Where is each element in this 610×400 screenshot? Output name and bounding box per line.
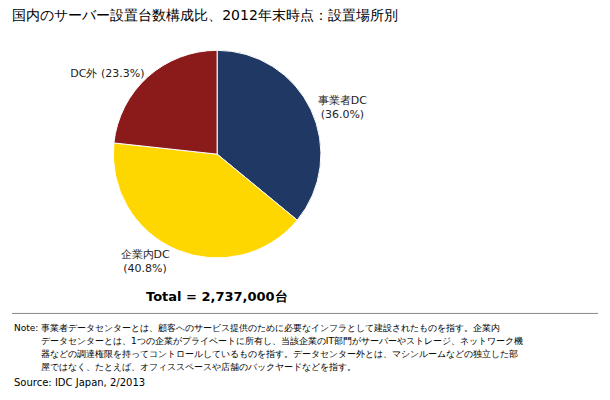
svg-text:Total = 2,737,000台: Total = 2,737,000台: [146, 289, 288, 304]
svg-text:Source: IDC Japan, 2/2013: Source: IDC Japan, 2/2013: [14, 377, 145, 388]
svg-text:器などの調達権限を持ってコントロールしているものを指す。デー: 器などの調達権限を持ってコントロールしているものを指す。データセンター外とは、マ…: [14, 349, 518, 359]
svg-text:屋ではなく、たとえば、オフィススペースや店舗のバックヤードな: 屋ではなく、たとえば、オフィススペースや店舗のバックヤードなどを指す。: [14, 362, 356, 372]
svg-text:DC外 (23.3%): DC外 (23.3%): [70, 67, 144, 80]
svg-text:Note: 事業者データセンターとは、顧客へのサービス提供の: Note: 事業者データセンターとは、顧客へのサービス提供のために必要なインフラ…: [14, 323, 500, 333]
svg-text:事業者DC(36.0%): 事業者DC(36.0%): [318, 94, 367, 121]
svg-text:国内のサーバー設置台数構成比、2012年末時点：設置場所別: 国内のサーバー設置台数構成比、2012年末時点：設置場所別: [12, 7, 398, 23]
svg-text:データセンターとは、1つの企業がプライベートに所有し、当該企: データセンターとは、1つの企業がプライベートに所有し、当該企業のIT部門がサーバ…: [14, 336, 523, 346]
svg-text:企業内DC(40.8%): 企業内DC(40.8%): [121, 248, 170, 275]
